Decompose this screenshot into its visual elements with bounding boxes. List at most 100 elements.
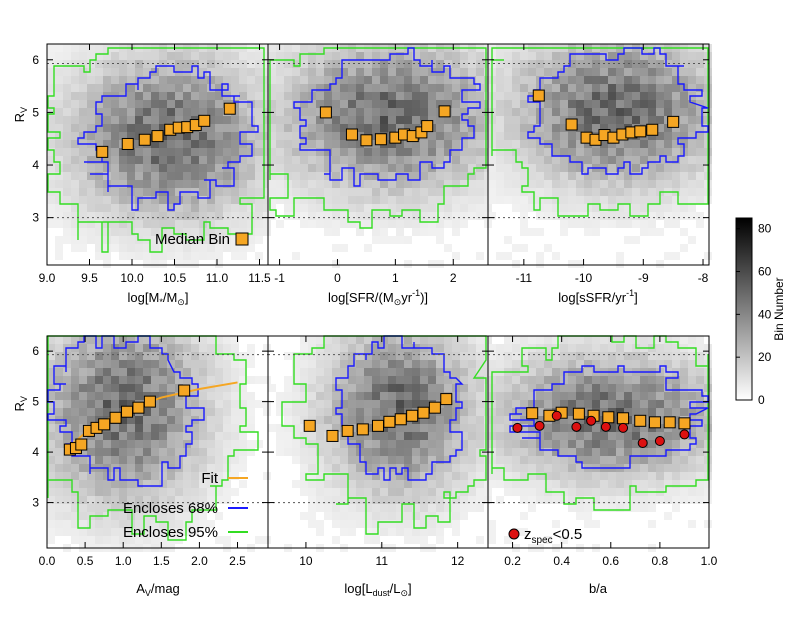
- density-cell: [648, 180, 656, 188]
- density-cell: [308, 164, 316, 172]
- density-cell: [207, 408, 215, 416]
- density-cell: [356, 408, 364, 416]
- density-cell: [624, 400, 632, 408]
- density-cell: [584, 60, 592, 68]
- density-cell: [460, 188, 468, 196]
- density-cell: [332, 520, 340, 528]
- density-cell: [79, 344, 87, 352]
- density-cell: [207, 100, 215, 108]
- density-cell: [672, 392, 680, 400]
- density-cell: [55, 68, 63, 76]
- density-cell: [608, 384, 616, 392]
- density-cell: [167, 448, 175, 456]
- density-cell: [47, 488, 55, 496]
- density-cell: [380, 180, 388, 188]
- density-cell: [468, 504, 476, 512]
- density-cell: [568, 392, 576, 400]
- density-cell: [71, 52, 79, 60]
- density-cell: [428, 384, 436, 392]
- density-cell: [616, 60, 624, 68]
- density-cell: [436, 92, 444, 100]
- density-cell: [191, 368, 199, 376]
- density-cell: [412, 432, 420, 440]
- density-cell: [576, 456, 584, 464]
- x-tick-label: -10: [575, 271, 593, 285]
- density-cell: [468, 392, 476, 400]
- density-cell: [468, 156, 476, 164]
- density-cell: [528, 400, 536, 408]
- density-cell: [436, 448, 444, 456]
- density-cell: [396, 456, 404, 464]
- density-cell: [672, 344, 680, 352]
- density-cell: [520, 448, 528, 456]
- density-cell: [127, 440, 135, 448]
- density-cell: [688, 148, 696, 156]
- density-cell: [696, 472, 704, 480]
- density-cell: [47, 336, 55, 344]
- density-cell: [396, 84, 404, 92]
- density-cell: [239, 480, 247, 488]
- density-cell: [300, 148, 308, 156]
- density-cell: [544, 360, 552, 368]
- density-cell: [364, 344, 372, 352]
- density-cell: [255, 228, 263, 236]
- density-cell: [688, 360, 696, 368]
- density-cell: [79, 336, 87, 344]
- density-cell: [247, 164, 255, 172]
- density-cell: [127, 180, 135, 188]
- x-tick-label: -9: [638, 271, 649, 285]
- density-cell: [47, 140, 55, 148]
- density-cell: [159, 376, 167, 384]
- density-cell: [404, 164, 412, 172]
- density-cell: [624, 52, 632, 60]
- density-cell: [640, 68, 648, 76]
- density-cell: [175, 512, 183, 520]
- density-cell: [444, 180, 452, 188]
- density-cell: [496, 116, 504, 124]
- density-cell: [263, 164, 271, 172]
- density-cell: [452, 228, 460, 236]
- density-cell: [300, 92, 308, 100]
- density-cell: [576, 392, 584, 400]
- density-cell: [696, 172, 704, 180]
- density-cell: [476, 456, 484, 464]
- density-cell: [127, 52, 135, 60]
- density-cell: [632, 188, 640, 196]
- density-cell: [215, 440, 223, 448]
- density-cell: [512, 132, 520, 140]
- density-cell: [47, 172, 55, 180]
- density-cell: [127, 416, 135, 424]
- density-cell: [504, 60, 512, 68]
- density-cell: [356, 376, 364, 384]
- density-cell: [207, 416, 215, 424]
- density-cell: [332, 172, 340, 180]
- density-cell: [568, 480, 576, 488]
- density-cell: [452, 432, 460, 440]
- density-cell: [420, 528, 428, 536]
- density-cell: [159, 352, 167, 360]
- density-cell: [600, 100, 608, 108]
- density-cell: [87, 92, 95, 100]
- median-bin-marker: [406, 409, 419, 422]
- density-cell: [544, 116, 552, 124]
- density-cell: [95, 252, 103, 260]
- density-cell: [63, 196, 71, 204]
- density-cell: [436, 196, 444, 204]
- density-cell: [332, 212, 340, 220]
- density-cell: [528, 480, 536, 488]
- density-cell: [560, 76, 568, 84]
- density-cell: [504, 400, 512, 408]
- density-cell: [340, 204, 348, 212]
- density-cell: [284, 424, 292, 432]
- density-cell: [79, 400, 87, 408]
- density-cell: [239, 464, 247, 472]
- density-cell: [436, 236, 444, 244]
- density-cell: [444, 376, 452, 384]
- density-cell: [420, 360, 428, 368]
- density-cell: [87, 60, 95, 68]
- density-cell: [79, 536, 87, 544]
- density-cell: [348, 400, 356, 408]
- density-cell: [191, 512, 199, 520]
- density-cell: [159, 100, 167, 108]
